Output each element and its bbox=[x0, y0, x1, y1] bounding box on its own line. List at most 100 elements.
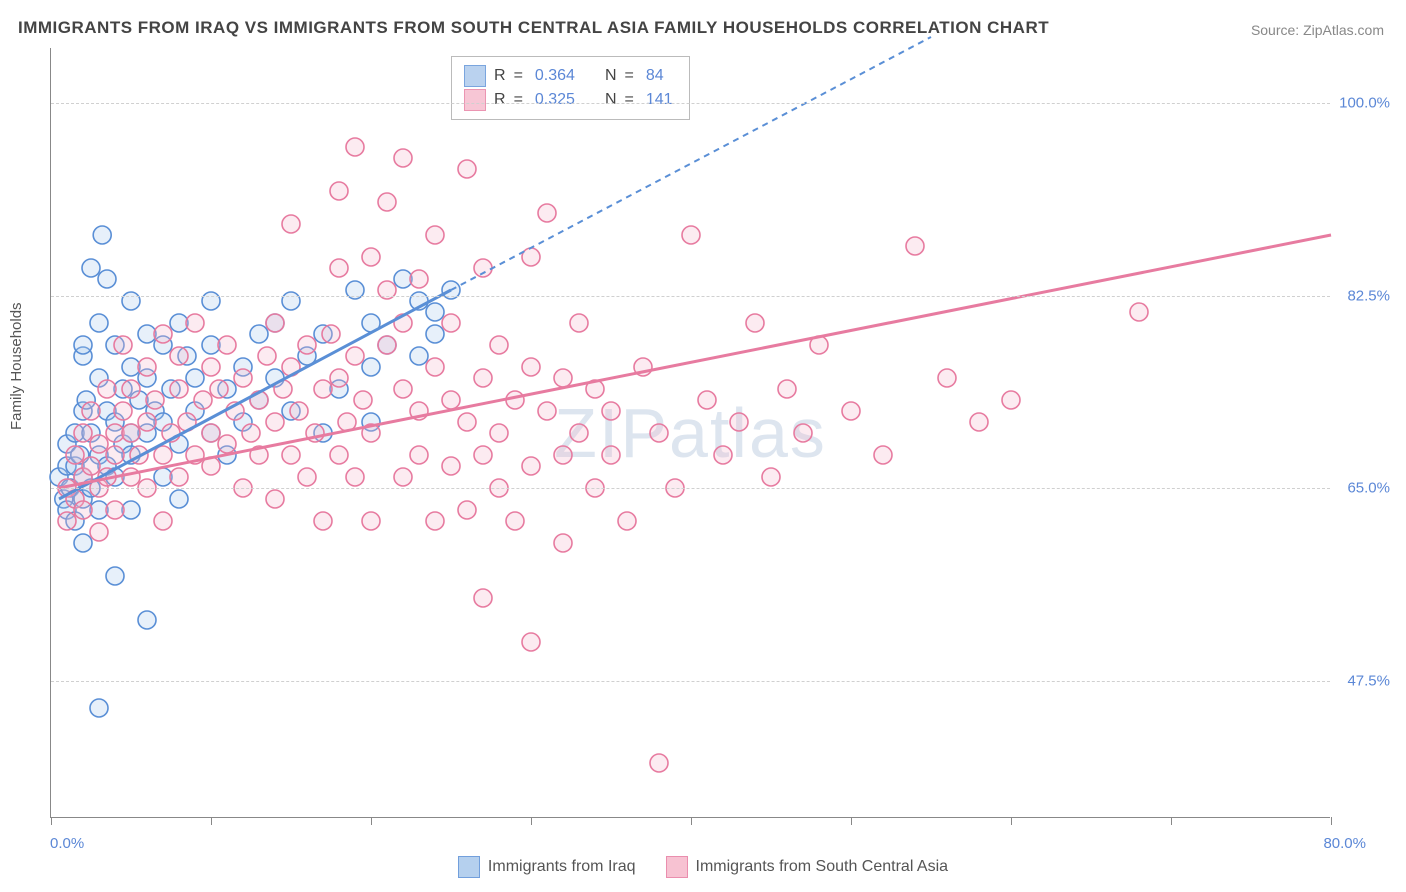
data-point bbox=[426, 303, 444, 321]
chart-svg bbox=[51, 48, 1330, 817]
data-point bbox=[746, 314, 764, 332]
data-point bbox=[474, 446, 492, 464]
data-point bbox=[842, 402, 860, 420]
data-point bbox=[170, 490, 188, 508]
data-point bbox=[74, 336, 92, 354]
data-point bbox=[490, 336, 508, 354]
x-tick bbox=[1011, 817, 1012, 825]
data-point bbox=[906, 237, 924, 255]
data-point bbox=[74, 534, 92, 552]
data-point bbox=[202, 424, 220, 442]
legend-n-label: N bbox=[605, 91, 617, 109]
data-point bbox=[202, 358, 220, 376]
legend-n-label: N bbox=[605, 67, 617, 85]
data-point bbox=[394, 149, 412, 167]
chart-title: IMMIGRANTS FROM IRAQ VS IMMIGRANTS FROM … bbox=[18, 18, 1049, 38]
data-point bbox=[1002, 391, 1020, 409]
legend-n-value: 141 bbox=[646, 91, 673, 109]
data-point bbox=[522, 248, 540, 266]
data-point bbox=[426, 325, 444, 343]
data-point bbox=[618, 512, 636, 530]
x-tick bbox=[51, 817, 52, 825]
data-point bbox=[146, 391, 164, 409]
data-point bbox=[210, 380, 228, 398]
data-point bbox=[154, 446, 172, 464]
data-point bbox=[394, 380, 412, 398]
y-tick-label: 47.5% bbox=[1335, 672, 1390, 689]
data-point bbox=[1130, 303, 1148, 321]
data-point bbox=[170, 380, 188, 398]
data-point bbox=[218, 336, 236, 354]
data-point bbox=[90, 314, 108, 332]
data-point bbox=[290, 402, 308, 420]
data-point bbox=[250, 325, 268, 343]
data-point bbox=[194, 391, 212, 409]
data-point bbox=[378, 336, 396, 354]
x-min-label: 0.0% bbox=[50, 835, 84, 852]
x-tick bbox=[691, 817, 692, 825]
data-point bbox=[362, 248, 380, 266]
data-point bbox=[154, 512, 172, 530]
legend-swatch bbox=[458, 856, 480, 878]
data-point bbox=[330, 259, 348, 277]
source-label: Source: ZipAtlas.com bbox=[1251, 22, 1384, 38]
x-tick bbox=[1171, 817, 1172, 825]
legend-eq: = bbox=[514, 91, 523, 109]
legend-r-label: R bbox=[494, 91, 506, 109]
data-point bbox=[474, 369, 492, 387]
data-point bbox=[314, 380, 332, 398]
data-point bbox=[410, 270, 428, 288]
legend-row: R=0.364N=84 bbox=[464, 65, 677, 87]
x-tick bbox=[531, 817, 532, 825]
data-point bbox=[570, 424, 588, 442]
x-tick bbox=[1331, 817, 1332, 825]
data-point bbox=[106, 501, 124, 519]
data-point bbox=[330, 182, 348, 200]
data-point bbox=[714, 446, 732, 464]
data-point bbox=[538, 204, 556, 222]
legend-series-name: Immigrants from South Central Asia bbox=[696, 858, 949, 876]
data-point bbox=[442, 457, 460, 475]
x-tick bbox=[371, 817, 372, 825]
data-point bbox=[330, 446, 348, 464]
data-point bbox=[874, 446, 892, 464]
data-point bbox=[154, 325, 172, 343]
data-point bbox=[90, 699, 108, 717]
data-point bbox=[74, 424, 92, 442]
data-point bbox=[138, 358, 156, 376]
data-point bbox=[266, 314, 284, 332]
y-tick-label: 65.0% bbox=[1335, 480, 1390, 497]
data-point bbox=[122, 380, 140, 398]
y-tick-label: 82.5% bbox=[1335, 287, 1390, 304]
data-point bbox=[298, 336, 316, 354]
data-point bbox=[794, 424, 812, 442]
legend-r-label: R bbox=[494, 67, 506, 85]
data-point bbox=[346, 138, 364, 156]
data-point bbox=[58, 512, 76, 530]
data-point bbox=[82, 402, 100, 420]
data-point bbox=[234, 369, 252, 387]
data-point bbox=[258, 347, 276, 365]
data-point bbox=[570, 314, 588, 332]
data-point bbox=[522, 633, 540, 651]
data-point bbox=[650, 424, 668, 442]
data-point bbox=[602, 402, 620, 420]
data-point bbox=[346, 347, 364, 365]
legend-item: Immigrants from South Central Asia bbox=[666, 856, 949, 878]
gridline bbox=[51, 103, 1330, 104]
data-point bbox=[330, 369, 348, 387]
data-point bbox=[442, 391, 460, 409]
data-point bbox=[170, 347, 188, 365]
data-point bbox=[138, 413, 156, 431]
data-point bbox=[554, 446, 572, 464]
data-point bbox=[98, 380, 116, 398]
data-point bbox=[410, 347, 428, 365]
data-point bbox=[218, 435, 236, 453]
data-point bbox=[242, 424, 260, 442]
data-point bbox=[362, 358, 380, 376]
data-point bbox=[266, 490, 284, 508]
legend-r-value: 0.364 bbox=[535, 67, 575, 85]
data-point bbox=[138, 611, 156, 629]
data-point bbox=[114, 402, 132, 420]
legend-item: Immigrants from Iraq bbox=[458, 856, 636, 878]
